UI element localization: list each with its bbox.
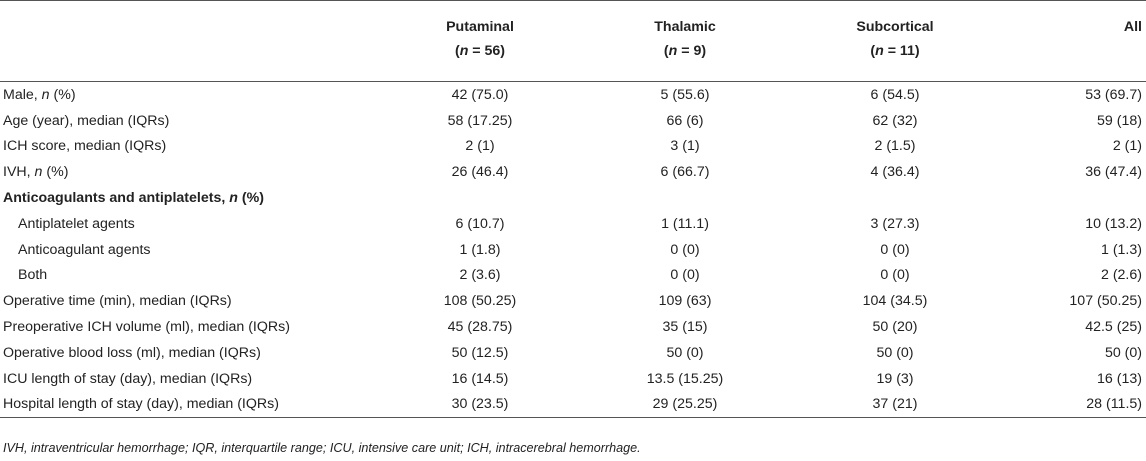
cell-value: 26 (46.4) xyxy=(451,164,509,181)
cell-value: 104 (34.5) xyxy=(862,293,928,310)
cell-value: 50 (0) xyxy=(1104,344,1142,361)
table-row: Male, n (%) 42 (75.0) 5 (55.6) 6 (54.5) 53 (… xyxy=(0,82,1146,108)
cell-value: 3 (1) xyxy=(670,138,700,155)
row-label: Anticoagulant agents xyxy=(18,241,151,258)
cell-value: 53 (69.7) xyxy=(1085,86,1142,103)
row-label: Antiplatelet agents xyxy=(18,215,135,232)
cell-value: 16 (14.5) xyxy=(451,370,509,387)
cell-value: 6 (66.7) xyxy=(660,164,710,181)
cell-value: 2 (1) xyxy=(465,138,495,155)
cell-value: 28 (11.5) xyxy=(1086,396,1142,413)
cell-value: 6 (54.5) xyxy=(870,86,920,103)
cell-value: 30 (23.5) xyxy=(451,396,509,413)
cell-value: 45 (28.75) xyxy=(447,319,513,336)
table-body: Male, n (%) 42 (75.0) 5 (55.6) 6 (54.5) 53 (… xyxy=(0,82,1146,418)
cell-value: 1 (1.8) xyxy=(459,241,501,258)
table-row: Hospital length of stay (day), median (I… xyxy=(0,392,1146,418)
table-row: Both 2 (3.6) 0 (0) 0 (0) 2 (2.6) xyxy=(0,263,1146,289)
table-row: Anticoagulant agents 1 (1.8) 0 (0) 0 (0) 1 (… xyxy=(0,237,1146,263)
header-thalamic: Thalamic xyxy=(654,19,716,35)
row-label: ICH score, median (IQRs) xyxy=(3,138,167,155)
cell-value: 42.5 (25) xyxy=(1085,319,1142,336)
table-row: Preoperative ICH volume (ml), median (IQ… xyxy=(0,314,1146,340)
table-row: Anticoagulants and antiplatelets, n (%) xyxy=(0,185,1146,211)
table-row: Operative blood loss (ml), median (IQRs)… xyxy=(0,340,1146,366)
row-label: Operative time (min), median (IQRs) xyxy=(3,293,232,310)
cell-value xyxy=(1000,185,1146,211)
header-all-n xyxy=(1000,41,1146,82)
cell-value: 42 (75.0) xyxy=(451,86,509,103)
row-label: Age (year), median (IQRs) xyxy=(3,112,170,129)
header-cell xyxy=(0,41,380,82)
cell-value xyxy=(380,185,580,211)
cell-value: 107 (50.25) xyxy=(1069,293,1142,310)
row-label: IVH, n (%) xyxy=(3,164,69,181)
header-row-1: Putaminal Thalamic Subcortical All xyxy=(0,1,1146,42)
cell-value: 3 (27.3) xyxy=(870,215,920,232)
cell-value: 62 (32) xyxy=(872,112,918,129)
cell-value: 0 (0) xyxy=(880,241,910,258)
cell-value: 50 (20) xyxy=(872,319,918,336)
table-row: ICU length of stay (day), median (IQRs) 1… xyxy=(0,366,1146,392)
cell-value: 2 (1) xyxy=(1112,138,1142,155)
cell-value: 2 (1.5) xyxy=(874,138,916,155)
header-all: All xyxy=(1123,19,1142,35)
cell-value: 50 (12.5) xyxy=(451,344,509,361)
cell-value: 59 (18) xyxy=(1097,112,1142,129)
header-row-2: (n = 56) (n = 9) (n = 11) xyxy=(0,41,1146,82)
cell-value: 6 (10.7) xyxy=(455,215,505,232)
cell-value: 10 (13.2) xyxy=(1085,215,1142,232)
data-table: Putaminal Thalamic Subcortical All (n = … xyxy=(0,0,1146,418)
table-row: IVH, n (%) 26 (46.4) 6 (66.7) 4 (36.4) 36 (4… xyxy=(0,159,1146,185)
cell-value: 58 (17.25) xyxy=(447,112,513,129)
cell-value: 5 (55.6) xyxy=(660,86,710,103)
header-subcortical-n: (n = 11) xyxy=(870,43,920,59)
cell-value: 0 (0) xyxy=(880,267,910,284)
cell-value: 36 (47.4) xyxy=(1085,164,1142,181)
header-putaminal-n: (n = 56) xyxy=(454,43,506,59)
header-thalamic-n: (n = 9) xyxy=(663,43,707,59)
cell-value: 35 (15) xyxy=(662,319,708,336)
header-subcortical: Subcortical xyxy=(856,19,934,35)
cell-value: 29 (25.25) xyxy=(652,396,718,413)
cell-value: 50 (0) xyxy=(876,344,914,361)
cell-value: 108 (50.25) xyxy=(443,293,517,310)
cell-value: 0 (0) xyxy=(670,267,700,284)
table-row: ICH score, median (IQRs) 2 (1) 3 (1) 2 (1.5… xyxy=(0,134,1146,160)
row-label: Operative blood loss (ml), median (IQRs) xyxy=(3,344,261,361)
header-putaminal: Putaminal xyxy=(446,19,514,35)
row-label: Male, n (%) xyxy=(3,86,76,103)
cell-value: 1 (11.1) xyxy=(661,215,709,232)
cell-value: 19 (3) xyxy=(876,370,914,387)
header-cell xyxy=(0,1,380,42)
table-footnote: IVH, intraventricular hemorrhage; IQR, i… xyxy=(3,441,641,455)
row-label: Both xyxy=(18,267,48,284)
cell-value: 13.5 (15.25) xyxy=(646,370,724,387)
table-row: Age (year), median (IQRs) 58 (17.25) 66 (6… xyxy=(0,108,1146,134)
cell-value: 0 (0) xyxy=(670,241,700,258)
cell-value: 16 (13) xyxy=(1097,370,1142,387)
table-row: Antiplatelet agents 6 (10.7) 1 (11.1) 3 (27… xyxy=(0,211,1146,237)
row-label: Hospital length of stay (day), median (I… xyxy=(3,396,279,413)
cell-value: 1 (1.3) xyxy=(1100,241,1142,258)
cell-value xyxy=(580,185,790,211)
cell-value: 50 (0) xyxy=(666,344,704,361)
table-row: Operative time (min), median (IQRs) 108 (… xyxy=(0,288,1146,314)
row-label: ICU length of stay (day), median (IQRs) xyxy=(3,370,253,387)
row-label: Preoperative ICH volume (ml), median (IQ… xyxy=(3,319,290,336)
cell-value: 109 (63) xyxy=(658,293,712,310)
cell-value: 66 (6) xyxy=(666,112,704,129)
cell-value: 2 (2.6) xyxy=(1100,267,1142,284)
cell-value: 2 (3.6) xyxy=(459,267,501,284)
cell-value: 4 (36.4) xyxy=(870,164,920,181)
cell-value xyxy=(790,185,1000,211)
cell-value: 37 (21) xyxy=(872,396,918,413)
row-label: Anticoagulants and antiplatelets, n (%) xyxy=(3,190,264,207)
